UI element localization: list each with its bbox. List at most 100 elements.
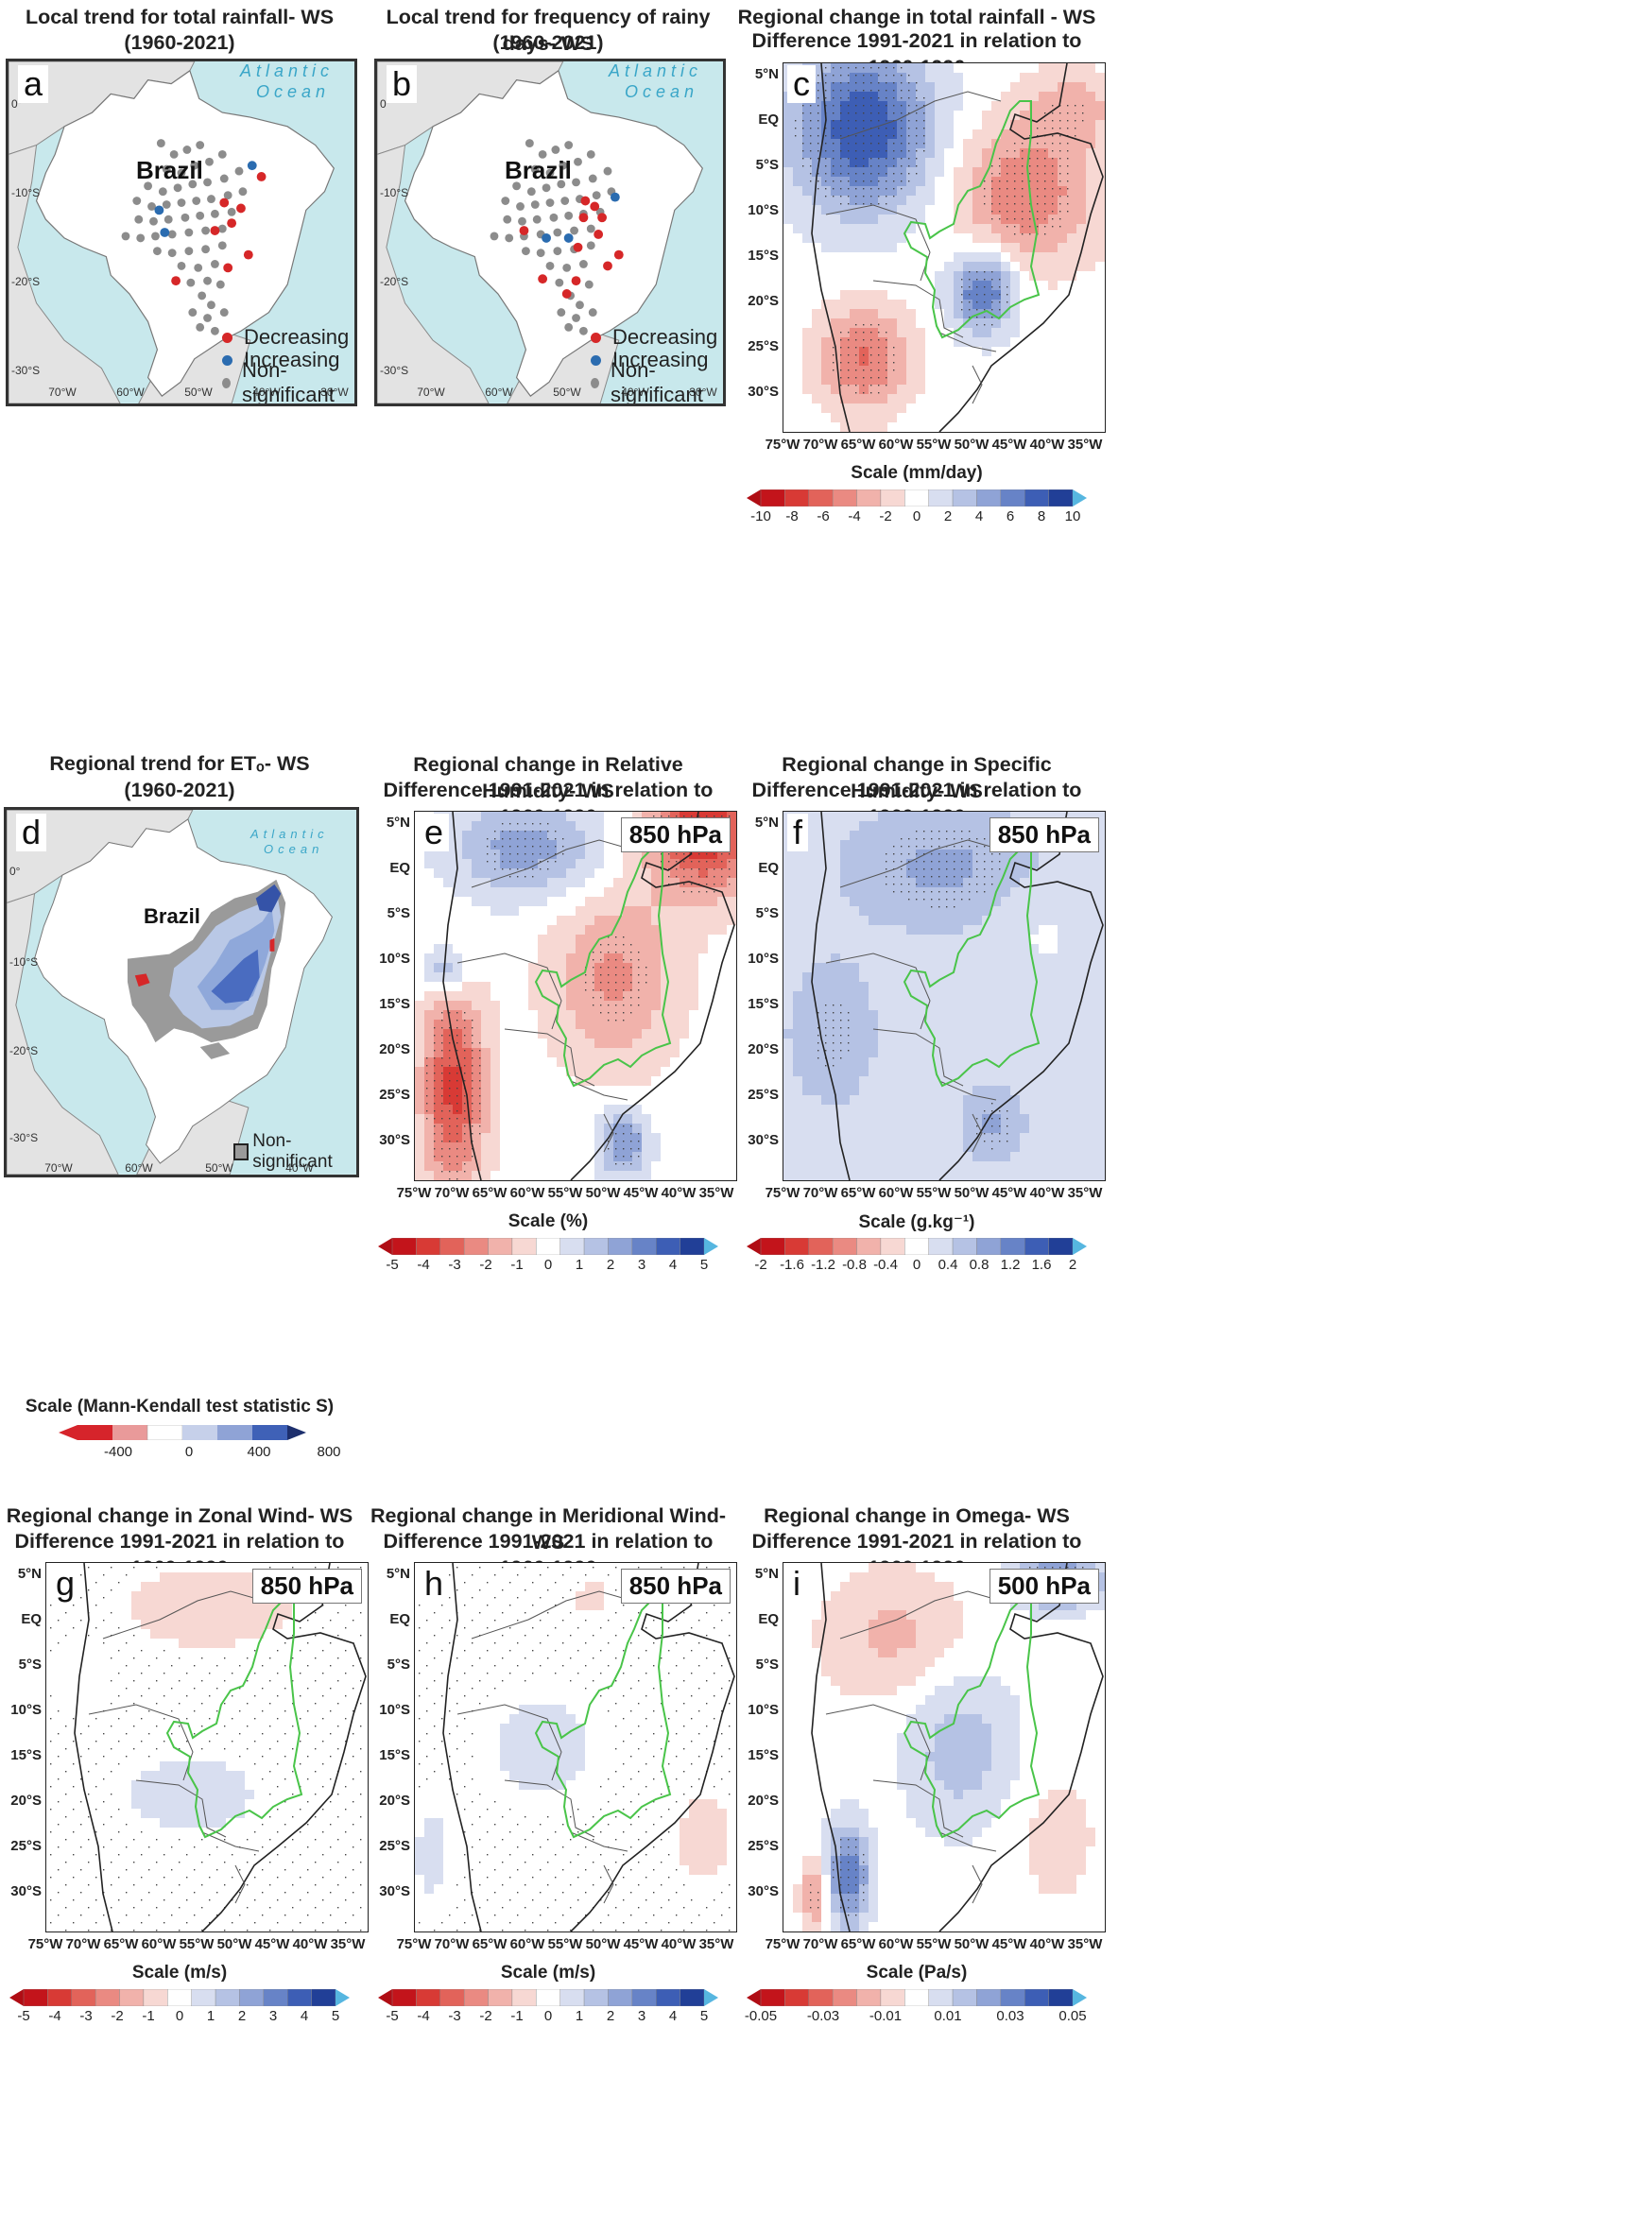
lat-label: 5°S <box>387 905 410 921</box>
colorbar-tick: -1 <box>142 2008 155 2024</box>
station-nonsig <box>151 232 160 241</box>
lon-label: 70°W <box>434 1185 470 1201</box>
panel-title-line2: (1960-2021) <box>124 779 235 801</box>
lat-label: 25°S <box>748 1087 779 1103</box>
station-nonsig <box>572 314 580 322</box>
lat-label: 5°N <box>17 1566 42 1582</box>
panel-letter: a <box>18 65 49 103</box>
lon-label: 45°W <box>623 1185 659 1201</box>
lat-label: -20°S <box>11 275 41 288</box>
panel-title-line1: Regional change in Relative Humidity- WS <box>413 753 683 802</box>
lat-label: 20°S <box>748 1793 779 1809</box>
colorbar-tick: -4 <box>417 2008 430 2024</box>
colorbar-tick: -1.2 <box>811 1257 835 1273</box>
lon-label: 60°W <box>509 1936 545 1952</box>
station-nonsig <box>188 180 198 189</box>
station-nonsig <box>526 187 536 197</box>
pressure-level-label: 850 hPa <box>989 817 1099 852</box>
map-canvas <box>9 61 354 403</box>
lat-label: -30°S <box>9 1131 39 1144</box>
station-nonsig <box>167 230 177 239</box>
station-nonsig <box>603 166 612 176</box>
anomaly-map: f 850 hPa <box>783 811 1106 1181</box>
colorbar-tick: 2 <box>237 2008 247 2024</box>
colorbar-tick: -1 <box>510 2008 524 2024</box>
lon-label: 35°W <box>698 1185 734 1201</box>
colorbar-tick: 1 <box>575 1257 584 1273</box>
station-nonsig <box>584 280 594 289</box>
panel-title-line1: Regional change in total rainfall - WS <box>737 6 1096 28</box>
station-nonsig <box>147 202 156 211</box>
station-nonsig <box>572 178 580 187</box>
colorbar-tick: -2 <box>111 2008 124 2024</box>
nonsig-swatch <box>233 1143 250 1160</box>
lon-label: 65°W <box>840 437 876 453</box>
colorbar-tick: -5 <box>386 2008 399 2024</box>
lat-label: 5°N <box>386 815 410 831</box>
station-increasing <box>154 205 164 215</box>
colorbar-tick: -4 <box>848 508 861 524</box>
colorbar-tick: 800 <box>317 1444 341 1460</box>
station-decreasing <box>573 242 583 252</box>
station-decreasing <box>597 213 608 223</box>
station-nonsig <box>169 149 179 159</box>
station-nonsig <box>198 291 207 300</box>
station-nonsig <box>551 146 560 154</box>
panel-b: Local trend for frequency of rainy days-… <box>369 0 728 416</box>
station-nonsig <box>203 314 212 322</box>
station-decreasing <box>210 226 220 235</box>
legend-decreasing: Decreasing <box>244 325 350 349</box>
station-map-a: Atlantic Ocean Brazil 0° -10°S -20°S -30… <box>6 59 357 406</box>
lon-label: 75°W <box>396 1185 432 1201</box>
lon-label: 30°W <box>689 386 717 399</box>
colorbar-tick: 5 <box>699 2008 709 2024</box>
panel-title-line2: (1960-2021) <box>124 31 235 54</box>
station-nonsig <box>192 197 201 205</box>
colorbar-tick: 0.03 <box>996 2008 1024 2024</box>
station-nonsig <box>173 183 182 193</box>
lon-label: 65°W <box>840 1936 876 1952</box>
country-label: Brazil <box>136 156 203 184</box>
lon-label: 40°W <box>252 386 281 399</box>
station-nonsig <box>530 164 540 174</box>
lat-label: 20°S <box>379 1793 410 1809</box>
station-nonsig <box>578 326 588 335</box>
colorbar-tick: -2 <box>879 508 892 524</box>
station-nonsig <box>162 164 171 174</box>
station-nonsig <box>586 241 595 250</box>
station-nonsig <box>186 278 196 287</box>
station-decreasing <box>594 230 604 239</box>
country-label: Brazil <box>505 156 572 184</box>
ocean-label-line2: Ocean <box>264 842 324 856</box>
lon-label: 70°W <box>417 386 445 399</box>
lon-label: 40°W <box>1029 1936 1065 1952</box>
lon-label: 70°W <box>44 1161 73 1175</box>
colorbar-tick: 3 <box>268 2008 278 2024</box>
lat-label: -10°S <box>380 186 409 199</box>
colorbar-tick: 6 <box>1006 508 1015 524</box>
colorbar-tick: -4 <box>417 1257 430 1273</box>
station-nonsig <box>194 263 203 272</box>
lat-label: 10°S <box>748 1702 779 1718</box>
station-nonsig <box>207 195 215 204</box>
panel-letter: f <box>787 814 809 851</box>
station-nonsig <box>190 161 199 170</box>
lon-label: 65°W <box>103 1936 139 1952</box>
station-nonsig <box>538 149 547 159</box>
station-increasing <box>542 232 551 243</box>
lat-label: EQ <box>389 1611 410 1627</box>
anomaly-field <box>46 1563 368 1932</box>
legend-nonsig: Non-significant <box>611 358 703 406</box>
lon-label: 65°W <box>840 1185 876 1201</box>
scale-title: Scale (m/s) <box>500 1963 596 1983</box>
lat-label: 20°S <box>748 1041 779 1057</box>
station-nonsig <box>156 139 165 147</box>
colorbar-tick: -0.05 <box>744 2008 778 2024</box>
lat-label: 10°S <box>379 951 410 967</box>
station-nonsig <box>530 200 540 209</box>
lat-label: 30°S <box>748 384 779 400</box>
panel-letter: h <box>419 1565 450 1603</box>
lon-label: 35°W <box>1067 437 1103 453</box>
lon-label: 50°W <box>216 1936 252 1952</box>
station-nonsig <box>144 181 153 191</box>
